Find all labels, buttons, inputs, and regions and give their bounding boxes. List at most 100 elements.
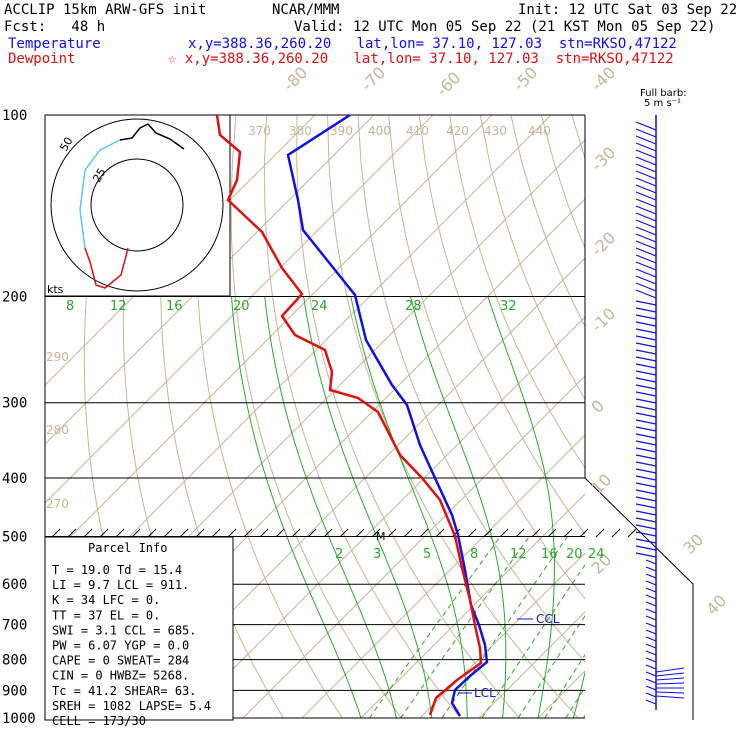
wind-barb [635, 233, 657, 243]
theta-label: 280 [46, 423, 69, 437]
barb-legend-title: Full barb: [640, 88, 687, 99]
wind-barb [635, 426, 657, 432]
dry-adiabat [230, 115, 402, 719]
isotherm [656, 115, 740, 718]
moist-adiabat-label: 8 [66, 299, 74, 314]
hodograph-ring-25 [90, 158, 184, 252]
wind-barb [645, 601, 657, 607]
wind-barb [645, 643, 657, 649]
moist-adiabat-label: 16 [166, 299, 183, 314]
wind-barb [645, 650, 657, 656]
barb-legend-unit: 5 m s⁻¹ [644, 98, 681, 109]
level-hatch [307, 528, 317, 538]
dry-adiabat [540, 115, 585, 249]
dry-adiabat [664, 115, 740, 718]
isotherm [478, 611, 585, 719]
temperature-legend: Temperature [8, 36, 101, 52]
dry-adiabat [602, 115, 740, 718]
wind-barb [635, 454, 657, 460]
parcel-info-row: CIN = 0 HWBZ= 5268. [52, 669, 189, 683]
wind-barb [635, 289, 657, 299]
theta-label: 440 [528, 124, 551, 138]
hodo-unit-label: kts [47, 283, 64, 296]
theta-label: 430 [484, 124, 507, 138]
wind-barb [635, 475, 657, 481]
mixing-ratio-label: 2 [335, 547, 343, 562]
wind-barb [635, 461, 657, 467]
level-hatch [51, 528, 61, 538]
moist-adiabat [231, 296, 362, 719]
wind-barb [635, 524, 657, 530]
theta-label: 380 [289, 124, 312, 138]
wind-barb [635, 335, 657, 341]
forecast-hour: Fcst: 48 h [4, 19, 106, 35]
wind-barb [635, 314, 657, 320]
mixing-ratio-label: 12 [510, 547, 527, 562]
dewpoint-location: ☆ x,y=388.36,260.20 lat,lon= 37.10, 127.… [168, 51, 674, 67]
parcel-info-row: K = 34 LFC = 0. [52, 593, 160, 607]
wind-barb [645, 573, 657, 579]
hodo-trace-mid [79, 139, 121, 249]
wind-barb [635, 538, 657, 544]
wind-barb [635, 510, 657, 516]
level-hatch [371, 528, 381, 538]
wind-barb [635, 328, 657, 334]
level-hatch [563, 528, 573, 538]
level-hatch [595, 528, 605, 538]
wind-barb [645, 629, 657, 635]
wind-barb [635, 482, 657, 488]
isotherm-label: 10 [587, 470, 615, 498]
theta-label: 370 [248, 124, 271, 138]
wind-barb-low [655, 695, 685, 699]
wind-barb [645, 636, 657, 642]
temperature-location: x,y=388.36,260.20 lat,lon= 37.10, 127.03… [188, 36, 677, 52]
isotherm-label: -70 [357, 63, 389, 95]
wind-barb [635, 503, 657, 509]
theta-label: 420 [446, 124, 469, 138]
level-hatch [211, 528, 221, 538]
parcel-info-box: Parcel Info T = 19.0 Td = 15.4LI = 9.7 LC… [44, 536, 234, 728]
wind-barb [635, 412, 657, 418]
wind-barb [635, 552, 657, 558]
pressure-label-400: 400 [2, 471, 27, 487]
parcel-info-row: T = 19.0 Td = 15.4 [52, 563, 182, 577]
wind-barb [635, 496, 657, 502]
isotherm-label: -80 [279, 63, 311, 95]
isotherm-label: 30 [679, 530, 707, 558]
moist-adiabat-label: 32 [500, 299, 517, 314]
parcel-info-row: TT = 37 EL = 0. [52, 608, 160, 622]
parcel-info-frame [44, 536, 234, 721]
wind-barb [635, 489, 657, 495]
isotherm-label: -30 [587, 143, 619, 175]
moist-adiabat-label: 24 [311, 299, 328, 314]
hodo-trace-upper [119, 123, 185, 150]
isotherm [715, 115, 740, 718]
wind-barb [645, 587, 657, 593]
wind-barb [645, 685, 657, 691]
wind-barb [645, 608, 657, 614]
level-hatch [195, 528, 205, 538]
valid-time: Valid: 12 UTC Mon 05 Sep 22 (21 KST Mon … [294, 19, 716, 35]
isotherm [45, 115, 375, 445]
init-time: Init: 12 UTC Sat 03 Sep 22 [518, 2, 738, 18]
level-hatch [275, 528, 285, 538]
plot-right-edge [584, 115, 694, 720]
wind-barb [635, 198, 657, 208]
wind-barb [635, 247, 657, 257]
wind-barb [645, 671, 657, 677]
mixing-ratio-line [400, 536, 530, 719]
isotherm-label: -20 [587, 228, 619, 260]
dewpoint-legend: Dewpoint [8, 51, 76, 67]
dry-adiabat [296, 115, 520, 719]
level-hatch [131, 528, 141, 538]
wind-barb [635, 226, 657, 236]
wind-barb-low [655, 677, 685, 681]
level-hatch [115, 528, 125, 538]
level-hatch [147, 528, 157, 538]
wind-barb [635, 254, 657, 264]
hodograph: 50 25 kts [44, 114, 231, 297]
moist-adiabat [572, 670, 585, 719]
level-m-label: M [376, 530, 386, 543]
theta-label: 390 [330, 124, 353, 138]
mixing-ratio-label: 16 [541, 547, 558, 562]
